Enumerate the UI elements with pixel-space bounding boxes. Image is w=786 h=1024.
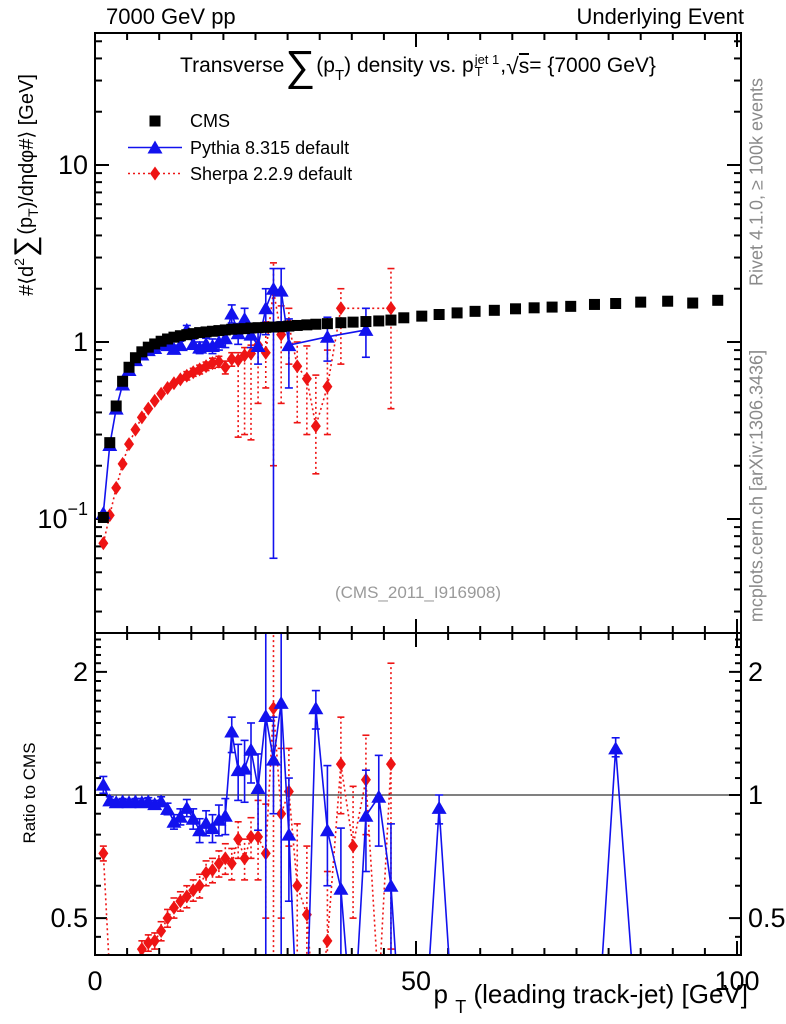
legend-label-sherpa: Sherpa 2.2.9 default [190,164,353,184]
rivet-version-note: Rivet 4.1.0, ≥ 100k events [746,78,767,286]
xtitle-sub: T [455,997,467,1017]
svg-text:50: 50 [401,966,431,996]
svg-text:10: 10 [58,150,88,180]
svg-text:1: 1 [748,780,763,810]
legend-label-pythia: Pythia 8.315 default [190,138,350,158]
title-p-open: (p [316,54,335,77]
ytitle-p-sub: T [25,208,41,217]
svg-text:0.5: 0.5 [50,903,88,933]
ytitle-pre: #⟨d [15,265,38,296]
mcplots-credit-note: mcplots.cern.ch [arXiv:1306.3436] [746,349,767,623]
title-mid: ) density vs. p [344,54,474,77]
legend-label-cms: CMS [190,111,230,131]
ytitle-post: )/dηdφ#⟩ [GeV] [15,74,38,209]
svg-text:0: 0 [87,966,102,996]
x-axis-title: p T (leading track-jet) [GeV] [433,979,749,1017]
sum-symbol: ∑ [285,42,316,89]
ytitle-sum-symbol: ∑ [9,235,42,258]
ratio-y-axis-title: Ratio to CMS [20,742,39,844]
svg-text:0.5: 0.5 [748,903,786,933]
beam-info-label: 7000 GeV pp [106,4,236,29]
ytitle-p-open: (p [14,216,37,235]
title-sub: T [474,64,483,79]
analysis-group-label: Underlying Event [576,4,744,29]
title-post: = {7000 GeV} [529,54,656,77]
title-p-sub: T [334,66,345,84]
xtitle-p: p [433,979,448,1009]
title-pt-jet: jet 1 T [474,52,500,79]
main-y-axis-title: #⟨d 2 ∑ (p T )/dηdφ#⟩ [GeV] [9,74,42,296]
ytitle-sup: 2 [11,258,27,266]
svg-text:1: 1 [73,780,88,810]
xtitle-post: (leading track-jet) [GeV] [473,979,748,1009]
title-s: s [518,53,530,78]
svg-text:2: 2 [73,657,88,687]
sqrt-symbol: √ [506,52,519,79]
svg-text:1: 1 [73,327,88,357]
svg-text:2: 2 [748,657,763,687]
svg-text:10−1: 10−1 [37,499,88,534]
analysis-id-watermark: (CMS_2011_I916908) [334,583,501,602]
plot-title: Transverse ∑ (p T ) density vs. p jet 1 … [95,36,741,96]
svg-text:100: 100 [714,966,759,996]
title-comma: , [500,54,507,77]
title-pre: Transverse [180,54,285,77]
title-sup: jet 1 [474,52,500,67]
